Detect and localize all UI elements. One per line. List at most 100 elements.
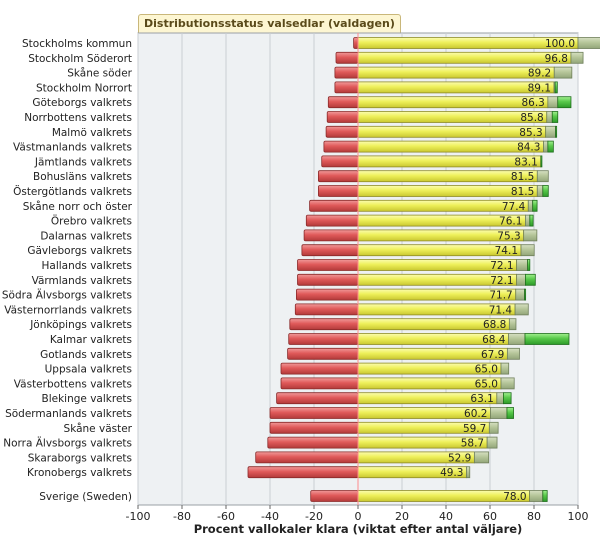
row-20-gray-segment	[508, 333, 526, 345]
row-4-negative-bar	[327, 96, 359, 109]
row-25-value-label: 60.2	[464, 408, 487, 420]
row-24-negative-bar	[276, 392, 359, 405]
row-6-value-label: 85.3	[519, 127, 542, 139]
row-26-value-label: 59.7	[463, 423, 486, 435]
row-27-negative-bar	[267, 436, 359, 449]
row-22-gray-segment	[500, 362, 510, 375]
row-23-label: Västerbottens valkrets	[14, 378, 132, 390]
row-11-green-segment	[532, 199, 538, 212]
row-0-negative-bar	[353, 37, 359, 49]
row-29-gray-segment	[466, 466, 471, 479]
row-2-positive-bar	[357, 66, 555, 79]
row-25-gray-segment	[490, 407, 508, 419]
row-16-gray-segment	[516, 273, 526, 286]
row-15-label: Hallands valkrets	[41, 260, 132, 272]
row-23-negative-bar	[280, 377, 359, 390]
row-18-value-label: 71.4	[489, 304, 513, 316]
row-13-negative-bar	[303, 229, 359, 242]
row-3-green-segment	[554, 81, 558, 94]
row-11-value-label: 77.4	[502, 201, 526, 213]
row-14-gray-segment	[520, 244, 535, 257]
row-3-value-label: 89.1	[528, 82, 551, 94]
row-21-value-label: 67.9	[481, 349, 504, 361]
row-29-label: Kronobergs valkrets	[27, 467, 132, 479]
row-20-value-label: 68.4	[482, 334, 506, 346]
row-11-negative-bar	[309, 199, 359, 212]
x-tick-label: -100	[126, 510, 151, 523]
row-4-green-segment	[557, 96, 572, 109]
row-17-value-label: 71.7	[489, 290, 512, 302]
row-25-label: Södermanlands valkrets	[5, 408, 132, 420]
row-17-label: Södra Älvsborgs valkrets	[2, 289, 132, 302]
row-22-negative-bar	[280, 362, 359, 375]
row-18-label: Västernorrlands valkrets	[4, 304, 132, 316]
row-11-label: Skåne norr och öster	[23, 200, 133, 213]
row-23-gray-segment	[500, 377, 515, 390]
row-24-gray-segment	[496, 392, 504, 405]
row-7-green-segment	[547, 140, 554, 153]
row-10-value-label: 81.5	[511, 186, 534, 198]
summary-row-negative-bar	[310, 490, 359, 502]
row-19-gray-segment	[508, 318, 517, 331]
row-12-label: Örebro valkrets	[51, 215, 132, 228]
row-1-label: Stockholm Söderort	[28, 53, 132, 65]
summary-row-label: Sverige (Sweden)	[39, 491, 132, 503]
row-2-negative-bar	[334, 66, 359, 79]
row-16-negative-bar	[297, 273, 359, 286]
row-8-label: Jämtlands valkrets	[34, 156, 132, 168]
x-tick-label: -80	[173, 510, 191, 523]
x-tick-label: -40	[261, 510, 279, 523]
row-27-gray-segment	[486, 436, 498, 449]
row-2-label: Skåne söder	[67, 67, 132, 80]
row-24-label: Blekinge valkrets	[42, 393, 132, 405]
row-11-gray-segment	[527, 199, 534, 212]
row-7-positive-bar	[357, 140, 544, 153]
row-18-gray-segment	[514, 303, 529, 316]
row-9-value-label: 81.5	[511, 171, 534, 183]
x-tick-label: 20	[395, 510, 409, 523]
summary-row-gray-segment	[529, 490, 544, 502]
row-24-value-label: 63.1	[470, 393, 493, 405]
row-28-value-label: 52.9	[448, 452, 471, 464]
row-6-negative-bar	[325, 125, 359, 138]
chart-title: Distributionsstatus valsedlar (valdagen)	[138, 14, 401, 33]
row-26-label: Skåne väster	[64, 422, 133, 435]
row-10-gray-segment	[536, 185, 544, 197]
x-tick-label: 0	[355, 510, 362, 523]
row-12-negative-bar	[305, 214, 359, 227]
row-28-label: Skaraborgs valkrets	[28, 452, 132, 464]
row-10-green-segment	[542, 185, 549, 197]
row-6-positive-bar	[357, 125, 547, 138]
summary-row-value-label: 78.0	[503, 491, 526, 503]
row-25-negative-bar	[269, 407, 359, 419]
row-4-label: Göteborgs valkrets	[32, 97, 132, 109]
x-tick-label: -20	[305, 510, 323, 523]
row-13-value-label: 75.3	[497, 230, 520, 242]
row-3-label: Stockholm Norrort	[36, 82, 132, 94]
row-15-green-segment	[527, 259, 531, 271]
row-27-label: Norra Älvsborgs valkrets	[3, 437, 132, 450]
row-7-gray-segment	[543, 140, 549, 153]
row-0-gray-segment	[577, 37, 600, 49]
summary-row-green-segment	[542, 490, 548, 502]
row-20-green-segment	[524, 333, 570, 345]
row-14-value-label: 74.1	[495, 245, 518, 257]
x-tick-label: 100	[568, 510, 589, 523]
x-tick-label: -60	[217, 510, 235, 523]
row-5-positive-bar	[357, 111, 548, 123]
row-4-gray-segment	[547, 96, 559, 109]
row-0-value-label: 100.0	[545, 38, 575, 50]
row-28-gray-segment	[473, 451, 490, 464]
row-16-value-label: 72.1	[490, 275, 513, 287]
row-7-label: Västmanlands valkrets	[13, 142, 132, 154]
row-13-gray-segment	[523, 229, 538, 242]
row-1-value-label: 96.8	[545, 53, 568, 65]
row-26-negative-bar	[269, 421, 359, 434]
row-19-value-label: 68.8	[483, 319, 506, 331]
row-16-label: Värmlands valkrets	[32, 275, 132, 287]
x-tick-label: 60	[483, 510, 497, 523]
row-1-gray-segment	[570, 51, 584, 64]
row-9-negative-bar	[317, 170, 359, 183]
row-4-value-label: 86.3	[521, 97, 544, 109]
